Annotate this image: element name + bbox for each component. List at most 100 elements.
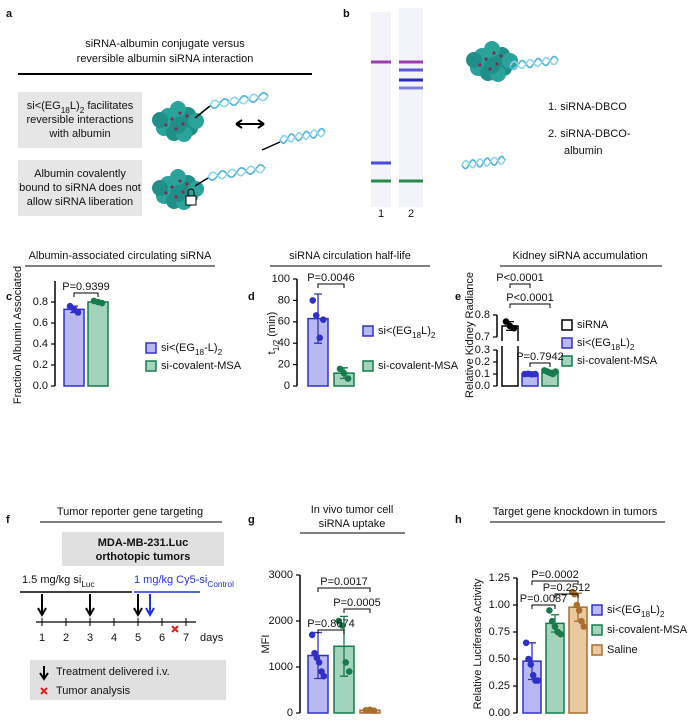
y-axis-label: Relative Kidney Radiance [464,272,476,398]
legend-swatch [591,604,603,616]
chart-title: Target gene knockdown in tumors [493,506,658,518]
box-text: with albumin [48,128,110,140]
p-value: P=0.9399 [62,281,109,293]
legend-text: Tumor analysis [56,685,131,697]
albumin-lobe [502,53,518,69]
data-point [580,623,588,630]
analysis-mark [40,687,48,695]
p-value: P=0.2512 [543,582,590,594]
text-run: 2 [218,348,223,357]
treatment-arrow [145,594,155,618]
y-tick-label: 0.7 [475,331,490,343]
p-value: P=0.0087 [520,593,567,605]
y-tick-label: 0.4 [33,338,48,350]
legend-swatch [561,319,573,331]
text-run: 2 [630,343,635,352]
text-run: L) [620,337,630,349]
data-point [546,607,553,614]
box-text: orthotopic tumors [96,551,191,563]
y-tick-label: 0.00 [489,707,510,719]
text-run: si<(EG [27,100,61,112]
text-run: 18 [641,610,651,619]
p-value: P=0.7942 [516,351,563,363]
albumin-dot [499,54,503,58]
data-point [338,622,346,629]
y-axis-label: t1/2 (min) [266,312,281,355]
p-value: P<0.0001 [506,292,553,304]
legend-label: si-covalent-MSA [577,355,658,367]
text-run: si<(EG [161,342,195,354]
y-tick-label: 1000 [269,661,293,673]
albumin-dot [174,127,178,131]
box-text: allow siRNA liberation [27,196,133,208]
lane-label: 1 [378,208,384,220]
y-tick-label: 60 [278,316,290,328]
text-run: 1/2 [272,339,281,351]
box-text: Albumin covalently [34,168,126,180]
albumin-dot [170,185,174,189]
text-run: 2 [80,106,85,115]
text-run: 18 [611,343,621,352]
p-value: P=0.0046 [307,272,354,284]
gel-band [371,161,391,165]
panel-label: c [6,291,12,303]
legend-swatch [591,644,603,656]
y-tick-label: 0.8 [475,309,490,321]
chart-title: Kidney siRNA accumulation [512,250,647,262]
data-point [345,668,353,675]
sirna-strand [279,129,326,143]
significance-bracket [531,604,556,609]
text-run: 1.5 mg/kg si [22,574,81,586]
y-tick-label: 3000 [269,569,293,581]
gel-band [399,68,423,72]
legend-label: si<(EG18L)2 [378,325,436,340]
significance-bracket [343,608,371,613]
legend-text: albumin [564,145,603,157]
day-label: 5 [135,632,141,644]
albumin-lobe [188,113,204,129]
legend-swatch [145,342,157,354]
y-axis-label: MFI [260,635,272,654]
albumin-dot [181,190,185,194]
data-point [320,672,328,680]
day-label: 2 [63,632,69,644]
panel-label: b [343,8,350,20]
data-point [335,617,343,625]
text-box [18,160,142,216]
panel-label: g [248,514,255,526]
data-point [502,318,510,325]
data-point [315,659,323,666]
y-tick-label: 0.2 [33,359,48,371]
data-point [551,623,559,630]
albumin-lobe [188,181,204,197]
albumin-dot [492,51,496,55]
legend-text: 1. siRNA-DBCO [548,101,627,113]
linker [261,141,281,151]
text-run: facilitates [84,100,133,112]
p-value: P=0.0002 [531,569,578,581]
data-point [557,630,564,638]
text-run: L) [421,325,431,337]
linker [194,177,209,187]
text-run: 1 mg/kg Cy5-si [134,574,207,586]
gel-lane [371,12,391,207]
panel-label: h [455,514,462,526]
dose-label: 1 mg/kg Cy5-siControl [134,574,234,589]
albumin-lobe [152,112,168,128]
legend-label: Saline [607,644,638,656]
sirna-strand [209,93,269,108]
text-run: 2 [431,331,436,340]
day-label: 3 [87,632,93,644]
legend-swatch [362,325,374,337]
significance-bracket [509,283,531,288]
legend-swatch [362,360,374,372]
albumin-dot [478,63,482,67]
y-tick-label: 0.50 [489,653,510,665]
p-value: P=0.8674 [307,618,354,630]
sirna-strand [207,165,266,180]
y-tick-label: 2000 [269,615,293,627]
y-tick-label: 0.0 [33,380,48,392]
legend-label: si<(EG18L)2 [607,604,665,619]
panel-label: e [455,291,461,303]
